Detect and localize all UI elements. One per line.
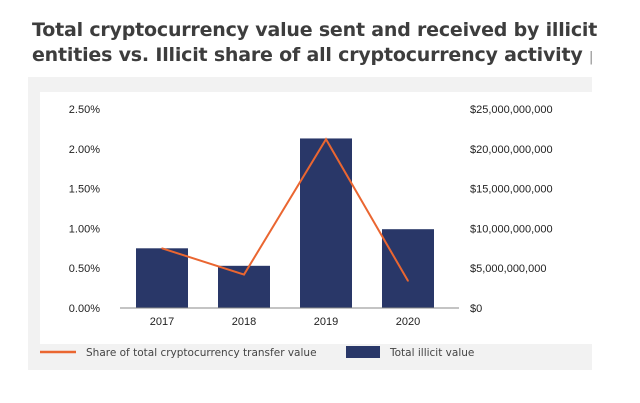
legend-bar-swatch [346,346,380,358]
category-label-2018: 2018 [232,316,256,328]
category-label-2020: 2020 [396,316,420,328]
right-tick-label: $10,000,000,000 [470,223,553,235]
category-label-2019: 2019 [314,316,338,328]
category-label-2017: 2017 [150,316,174,328]
right-tick-label: $15,000,000,000 [470,184,553,196]
legend-bar-label: Total illicit value [389,347,474,359]
bar-2018 [218,265,270,308]
left-tick-label: 1.50% [69,184,100,196]
left-tick-label: 2.50% [69,104,100,116]
bar-2017 [136,248,188,308]
share-point-2017 [161,247,163,250]
right-tick-label: $20,000,000,000 [470,144,553,156]
right-tick-label: $25,000,000,000 [470,104,553,116]
share-point-2019 [325,138,327,141]
left-tick-label: 0.50% [69,263,100,275]
share-point-2020 [407,280,409,282]
left-tick-label: 2.00% [69,144,100,156]
share-point-2018 [243,273,245,276]
bar-2019 [300,138,352,308]
share-line [161,137,409,282]
bar-2020 [382,229,434,308]
chart-title-text: Total cryptocurrency value sent and rece… [32,19,598,66]
title-separator: | [588,50,594,65]
right-tick-label: $0 [470,303,482,315]
left-tick-label: 0.00% [69,303,100,315]
right-tick-label: $5,000,000,000 [470,263,546,275]
left-tick-label: 1.00% [69,223,100,235]
legend-line-label: Share of total cryptocurrency transfer v… [86,347,317,359]
